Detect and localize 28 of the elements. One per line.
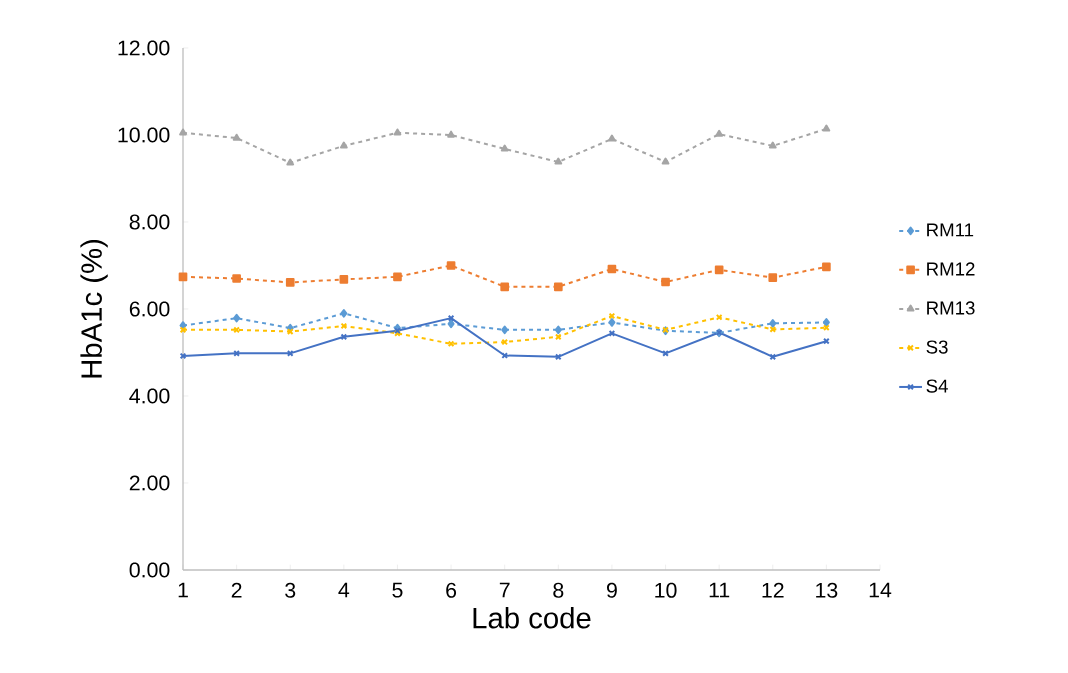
x-tick-label: 7 [499,582,510,598]
legend-label: RM12 [927,262,975,276]
x-tick-label: 1 [178,582,188,598]
y-tick-label: 6.00 [129,301,170,317]
x-tick-label: 6 [446,582,457,598]
x-tick-label: 14 [869,582,892,598]
x-tick-label: 9 [607,582,617,598]
x-tick-label: 11 [709,582,730,598]
legend-label: RM11 [927,223,974,237]
x-tick-label: 13 [816,582,838,598]
y-tick-label: 12.00 [118,40,170,56]
legend-label: RM13 [927,301,975,315]
x-tick-label: 4 [338,582,350,598]
y-tick-label: 10.00 [118,127,170,143]
x-axis-title: Lab code [473,606,591,629]
y-tick-label: 8.00 [129,214,170,230]
legend-label: S4 [926,379,948,393]
x-tick-label: 8 [553,582,564,598]
x-tick-label: 5 [392,582,403,598]
x-tick-label: 2 [231,582,242,598]
y-tick-label: 2.00 [129,475,170,491]
legend-label: S3 [926,340,948,354]
x-tick-label: 10 [655,582,677,598]
x-tick-label: 12 [762,582,784,598]
y-tick-label: 4.00 [129,388,170,404]
x-tick-label: 3 [285,582,296,598]
y-tick-label: 0.00 [129,562,170,578]
y-axis-title: HbA1c (%) [80,239,108,378]
